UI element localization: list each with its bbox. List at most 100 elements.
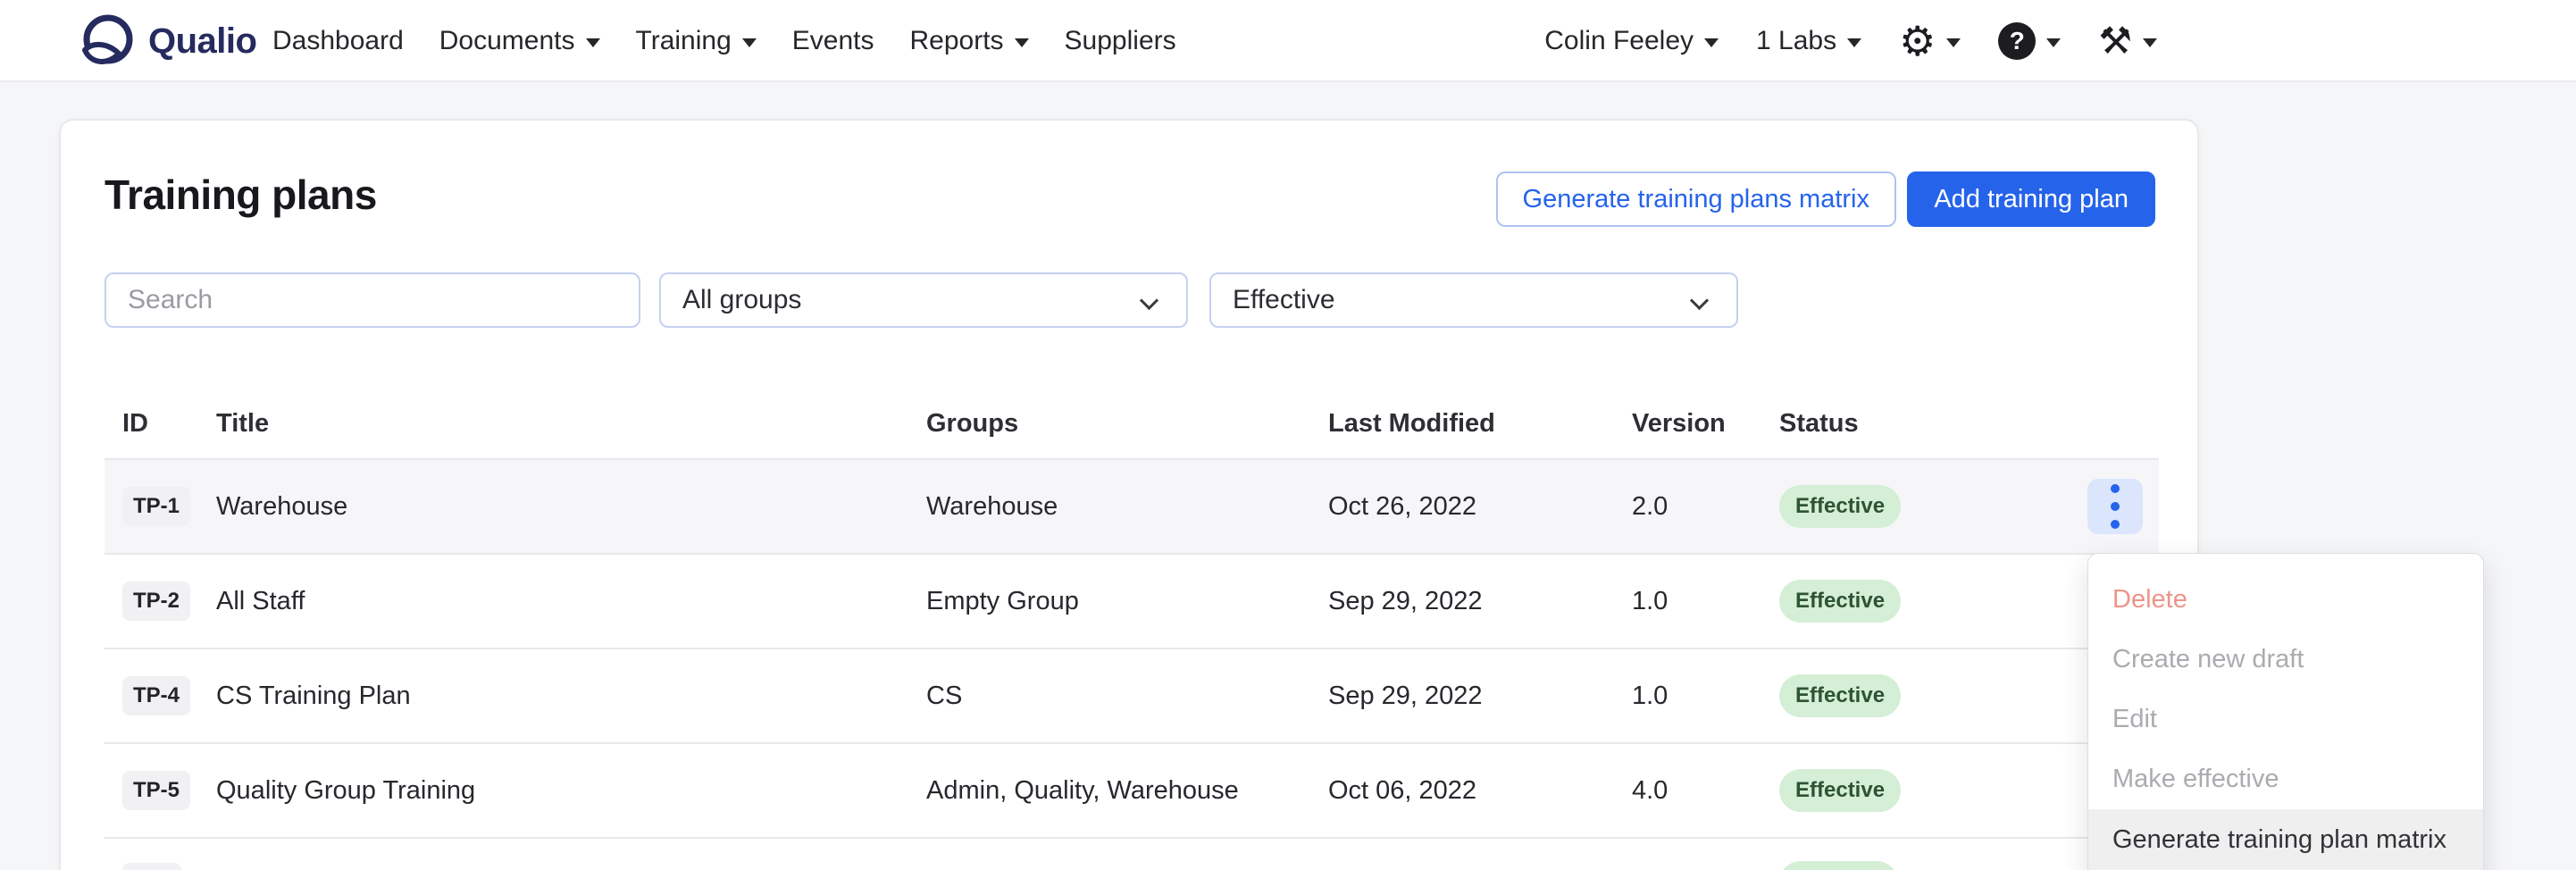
- nav-item-dashboard[interactable]: Dashboard: [272, 26, 404, 56]
- row-id-badge: TP-5: [122, 771, 191, 810]
- row-groups: Warehouse: [926, 491, 1058, 521]
- nav-item-reports[interactable]: Reports: [910, 26, 1029, 56]
- row-groups: Empty Group: [926, 586, 1079, 615]
- row-id-badge: TP-2: [122, 581, 191, 621]
- table-row[interactable]: TP-1 Warehouse Warehouse Oct 26, 2022 2.0 Eff…: [105, 460, 2159, 555]
- cell-status: Effective: [1779, 485, 2087, 528]
- cell-status: [1779, 861, 2087, 870]
- table-row[interactable]: TP-2 All Staff Empty Group Sep 29, 2022 1.0 E…: [105, 555, 2159, 649]
- help-icon: ?: [1998, 22, 2037, 60]
- header-cell-id: ID: [122, 408, 148, 438]
- cell-actions: [2087, 479, 2159, 534]
- cell-title: All Staff: [216, 587, 926, 616]
- nav-item-documents[interactable]: Documents: [439, 26, 600, 56]
- menu-item-create-new-draft[interactable]: Create new draft: [2112, 645, 2304, 673]
- help-menu[interactable]: ?: [1998, 22, 2062, 60]
- header-cell-last-modified: Last Modified: [1328, 408, 1495, 438]
- row-title: CS Training Plan: [216, 681, 411, 710]
- nav-item-events[interactable]: Events: [792, 26, 874, 56]
- row-version: 2.0: [1632, 491, 1669, 521]
- cell-version: 1.0: [1632, 587, 1779, 616]
- user-menu[interactable]: Colin Feeley: [1544, 26, 1719, 56]
- header-cell-version: Version: [1632, 408, 1726, 438]
- user-name: Colin Feeley: [1544, 26, 1694, 55]
- brand-name: Qualio: [148, 21, 257, 61]
- row-last-modified: Sep 29, 2022: [1328, 586, 1483, 615]
- status-badge: Effective: [1779, 485, 1902, 528]
- qualio-logo-icon: [79, 13, 136, 70]
- qualio-brand[interactable]: Qualio: [79, 0, 257, 82]
- cell-title: CS Training Plan: [216, 682, 926, 711]
- chevron-down-icon: [1689, 290, 1710, 311]
- nav-item-label: Dashboard: [272, 26, 404, 55]
- cell-last-modified: Sep 29, 2022: [1328, 682, 1632, 711]
- table-row[interactable]: TP-5 Quality Group Training Admin, Quality…: [105, 744, 2159, 839]
- chevron-down-icon: [1139, 290, 1159, 311]
- menu-item-edit[interactable]: Edit: [2112, 705, 2157, 733]
- row-version: 1.0: [1632, 681, 1669, 710]
- kebab-menu-button[interactable]: [2087, 479, 2143, 534]
- cell-id: TP-1: [105, 487, 216, 526]
- row-last-modified: Oct 06, 2022: [1328, 775, 1477, 805]
- cell-groups: Warehouse: [926, 492, 1328, 522]
- filter-bar: All groups Effective: [61, 272, 2201, 328]
- cell-id: TP-5: [105, 771, 216, 810]
- tools-icon: ⚒: [2098, 20, 2132, 62]
- row-version: 4.0: [1632, 775, 1669, 805]
- caret-down-icon: [1946, 38, 1961, 47]
- row-id-badge: TP-1: [122, 487, 191, 526]
- caret-down-icon: [1704, 38, 1719, 47]
- caret-down-icon: [2143, 38, 2157, 47]
- cell-last-modified: Oct 06, 2022: [1328, 776, 1632, 806]
- menu-item-delete[interactable]: Delete: [2112, 585, 2187, 614]
- caret-down-icon: [2046, 38, 2062, 47]
- table-row-partial[interactable]: [105, 839, 2159, 870]
- cell-groups: Empty Group: [926, 587, 1328, 616]
- row-id-badge: [122, 863, 181, 870]
- row-id-badge: TP-4: [122, 676, 191, 715]
- cell-status: Effective: [1779, 769, 2087, 812]
- kebab-icon-dot: [2111, 520, 2120, 529]
- org-menu[interactable]: 1 Labs: [1756, 26, 1862, 56]
- cell-last-modified: Oct 26, 2022: [1328, 492, 1632, 522]
- header-cell-title: Title: [216, 408, 270, 438]
- nav-item-training[interactable]: Training: [636, 26, 757, 56]
- cell-version: 2.0: [1632, 492, 1779, 522]
- group-filter-select[interactable]: All groups: [659, 272, 1188, 328]
- cell-groups: Admin, Quality, Warehouse: [926, 776, 1328, 806]
- nav-item-suppliers[interactable]: Suppliers: [1065, 26, 1176, 56]
- header-cell-status: Status: [1779, 408, 1859, 438]
- cell-status: Effective: [1779, 674, 2087, 717]
- generate-matrix-button[interactable]: Generate training plans matrix: [1495, 171, 1896, 227]
- row-title: Warehouse: [216, 491, 348, 521]
- cell-groups: CS: [926, 682, 1328, 711]
- add-training-plan-button[interactable]: Add training plan: [1907, 171, 2155, 227]
- nav-right-group: Colin Feeley 1 Labs ⚙ ? ⚒: [1544, 0, 2157, 82]
- row-version: 1.0: [1632, 586, 1669, 615]
- cell-version: 4.0: [1632, 776, 1779, 806]
- cell-title: Warehouse: [216, 492, 926, 522]
- nav-item-label: Documents: [439, 26, 575, 55]
- menu-item-make-effective[interactable]: Make effective: [2112, 765, 2279, 793]
- cell-id: [105, 863, 216, 870]
- training-plans-table: ID Title Groups Last Modified Version Status …: [105, 389, 2159, 870]
- row-groups: CS: [926, 681, 963, 710]
- search-input[interactable]: [105, 272, 640, 328]
- table-header-row: ID Title Groups Last Modified Version Status: [105, 389, 2159, 460]
- training-plans-card: Training plans Generate training plans m…: [59, 119, 2199, 870]
- org-name: 1 Labs: [1756, 26, 1837, 55]
- settings-menu[interactable]: ⚙: [1899, 21, 1961, 62]
- page-title: Training plans: [105, 171, 377, 218]
- caret-down-icon: [585, 38, 600, 47]
- status-badge: Effective: [1779, 580, 1902, 623]
- nav-item-label: Training: [635, 26, 732, 55]
- tools-menu[interactable]: ⚒: [2098, 22, 2157, 60]
- nav-item-label: Suppliers: [1064, 26, 1176, 55]
- status-filter-value: Effective: [1233, 285, 1335, 314]
- menu-item-generate-training-plan-matrix[interactable]: Generate training plan matrix: [2088, 809, 2483, 870]
- table-row[interactable]: TP-4 CS Training Plan CS Sep 29, 2022 1.0 Eff…: [105, 649, 2159, 744]
- nav-item-label: Reports: [909, 26, 1004, 55]
- status-filter-select[interactable]: Effective: [1209, 272, 1738, 328]
- row-title: Quality Group Training: [216, 775, 476, 805]
- row-last-modified: Sep 29, 2022: [1328, 681, 1483, 710]
